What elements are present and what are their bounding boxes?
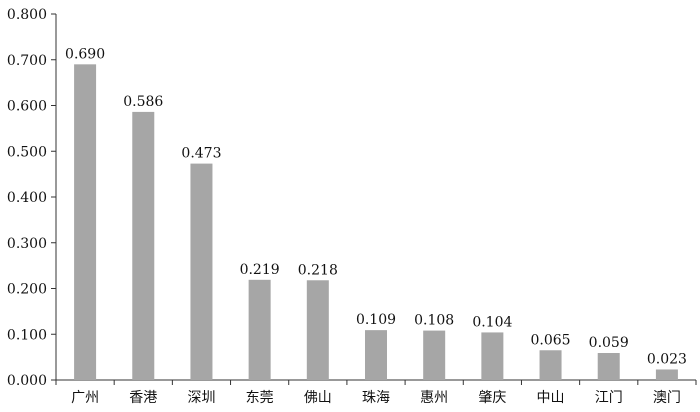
x-tick-label: 香港 <box>129 390 157 406</box>
y-tick-label: 0.300 <box>7 236 47 252</box>
data-label: 0.059 <box>589 335 629 351</box>
bar <box>306 280 329 380</box>
x-tick-label: 珠海 <box>362 390 390 406</box>
data-label: 0.586 <box>123 94 163 110</box>
x-tick-label: 江门 <box>595 390 623 406</box>
data-label: 0.219 <box>240 262 280 278</box>
y-tick-label: 0.500 <box>7 144 47 160</box>
data-label: 0.109 <box>356 312 396 328</box>
bar <box>539 350 562 380</box>
y-tick-label: 0.000 <box>7 373 47 389</box>
data-label: 0.023 <box>647 351 687 367</box>
x-tick-label: 中山 <box>537 390 565 406</box>
bar <box>655 369 678 380</box>
x-tick-label: 惠州 <box>420 390 448 406</box>
bar <box>481 332 504 380</box>
x-tick-label: 佛山 <box>304 390 332 406</box>
x-tick-label: 澳门 <box>653 390 681 406</box>
data-label: 0.218 <box>298 262 338 278</box>
bar <box>365 330 387 380</box>
bars <box>74 64 678 380</box>
y-tick-label: 0.800 <box>7 7 47 23</box>
x-tick-label: 深圳 <box>187 390 215 406</box>
data-labels: 0.690 0.586 0.473 0.219 0.218 0.109 0.108 0.104… <box>65 46 687 367</box>
bar <box>74 64 97 380</box>
bar <box>597 353 620 380</box>
bar <box>132 111 155 380</box>
data-label: 0.473 <box>181 146 221 162</box>
bar <box>190 163 213 380</box>
data-label: 0.104 <box>472 314 512 330</box>
y-tick-label: 0.100 <box>7 327 47 343</box>
x-tick-label: 广州 <box>71 390 99 406</box>
bar <box>248 279 271 380</box>
y-tick-label: 0.700 <box>7 53 47 69</box>
data-label: 0.065 <box>530 332 570 348</box>
y-axis: 0.000 0.100 0.200 0.300 0.400 0.500 0.600 0.700… <box>7 7 57 389</box>
data-label: 0.690 <box>65 46 105 62</box>
x-tick-label: 东莞 <box>246 390 274 406</box>
x-tick-label: 肇庆 <box>478 390 506 406</box>
x-axis: 广州 香港 深圳 东莞 佛山 珠海 惠州 肇庆 中山 江门 澳门 <box>55 379 697 406</box>
y-tick-label: 0.200 <box>7 282 47 298</box>
data-label: 0.108 <box>414 313 454 329</box>
y-tick-label: 0.600 <box>7 99 47 115</box>
y-tick-label: 0.400 <box>7 190 47 206</box>
bar <box>423 330 446 380</box>
